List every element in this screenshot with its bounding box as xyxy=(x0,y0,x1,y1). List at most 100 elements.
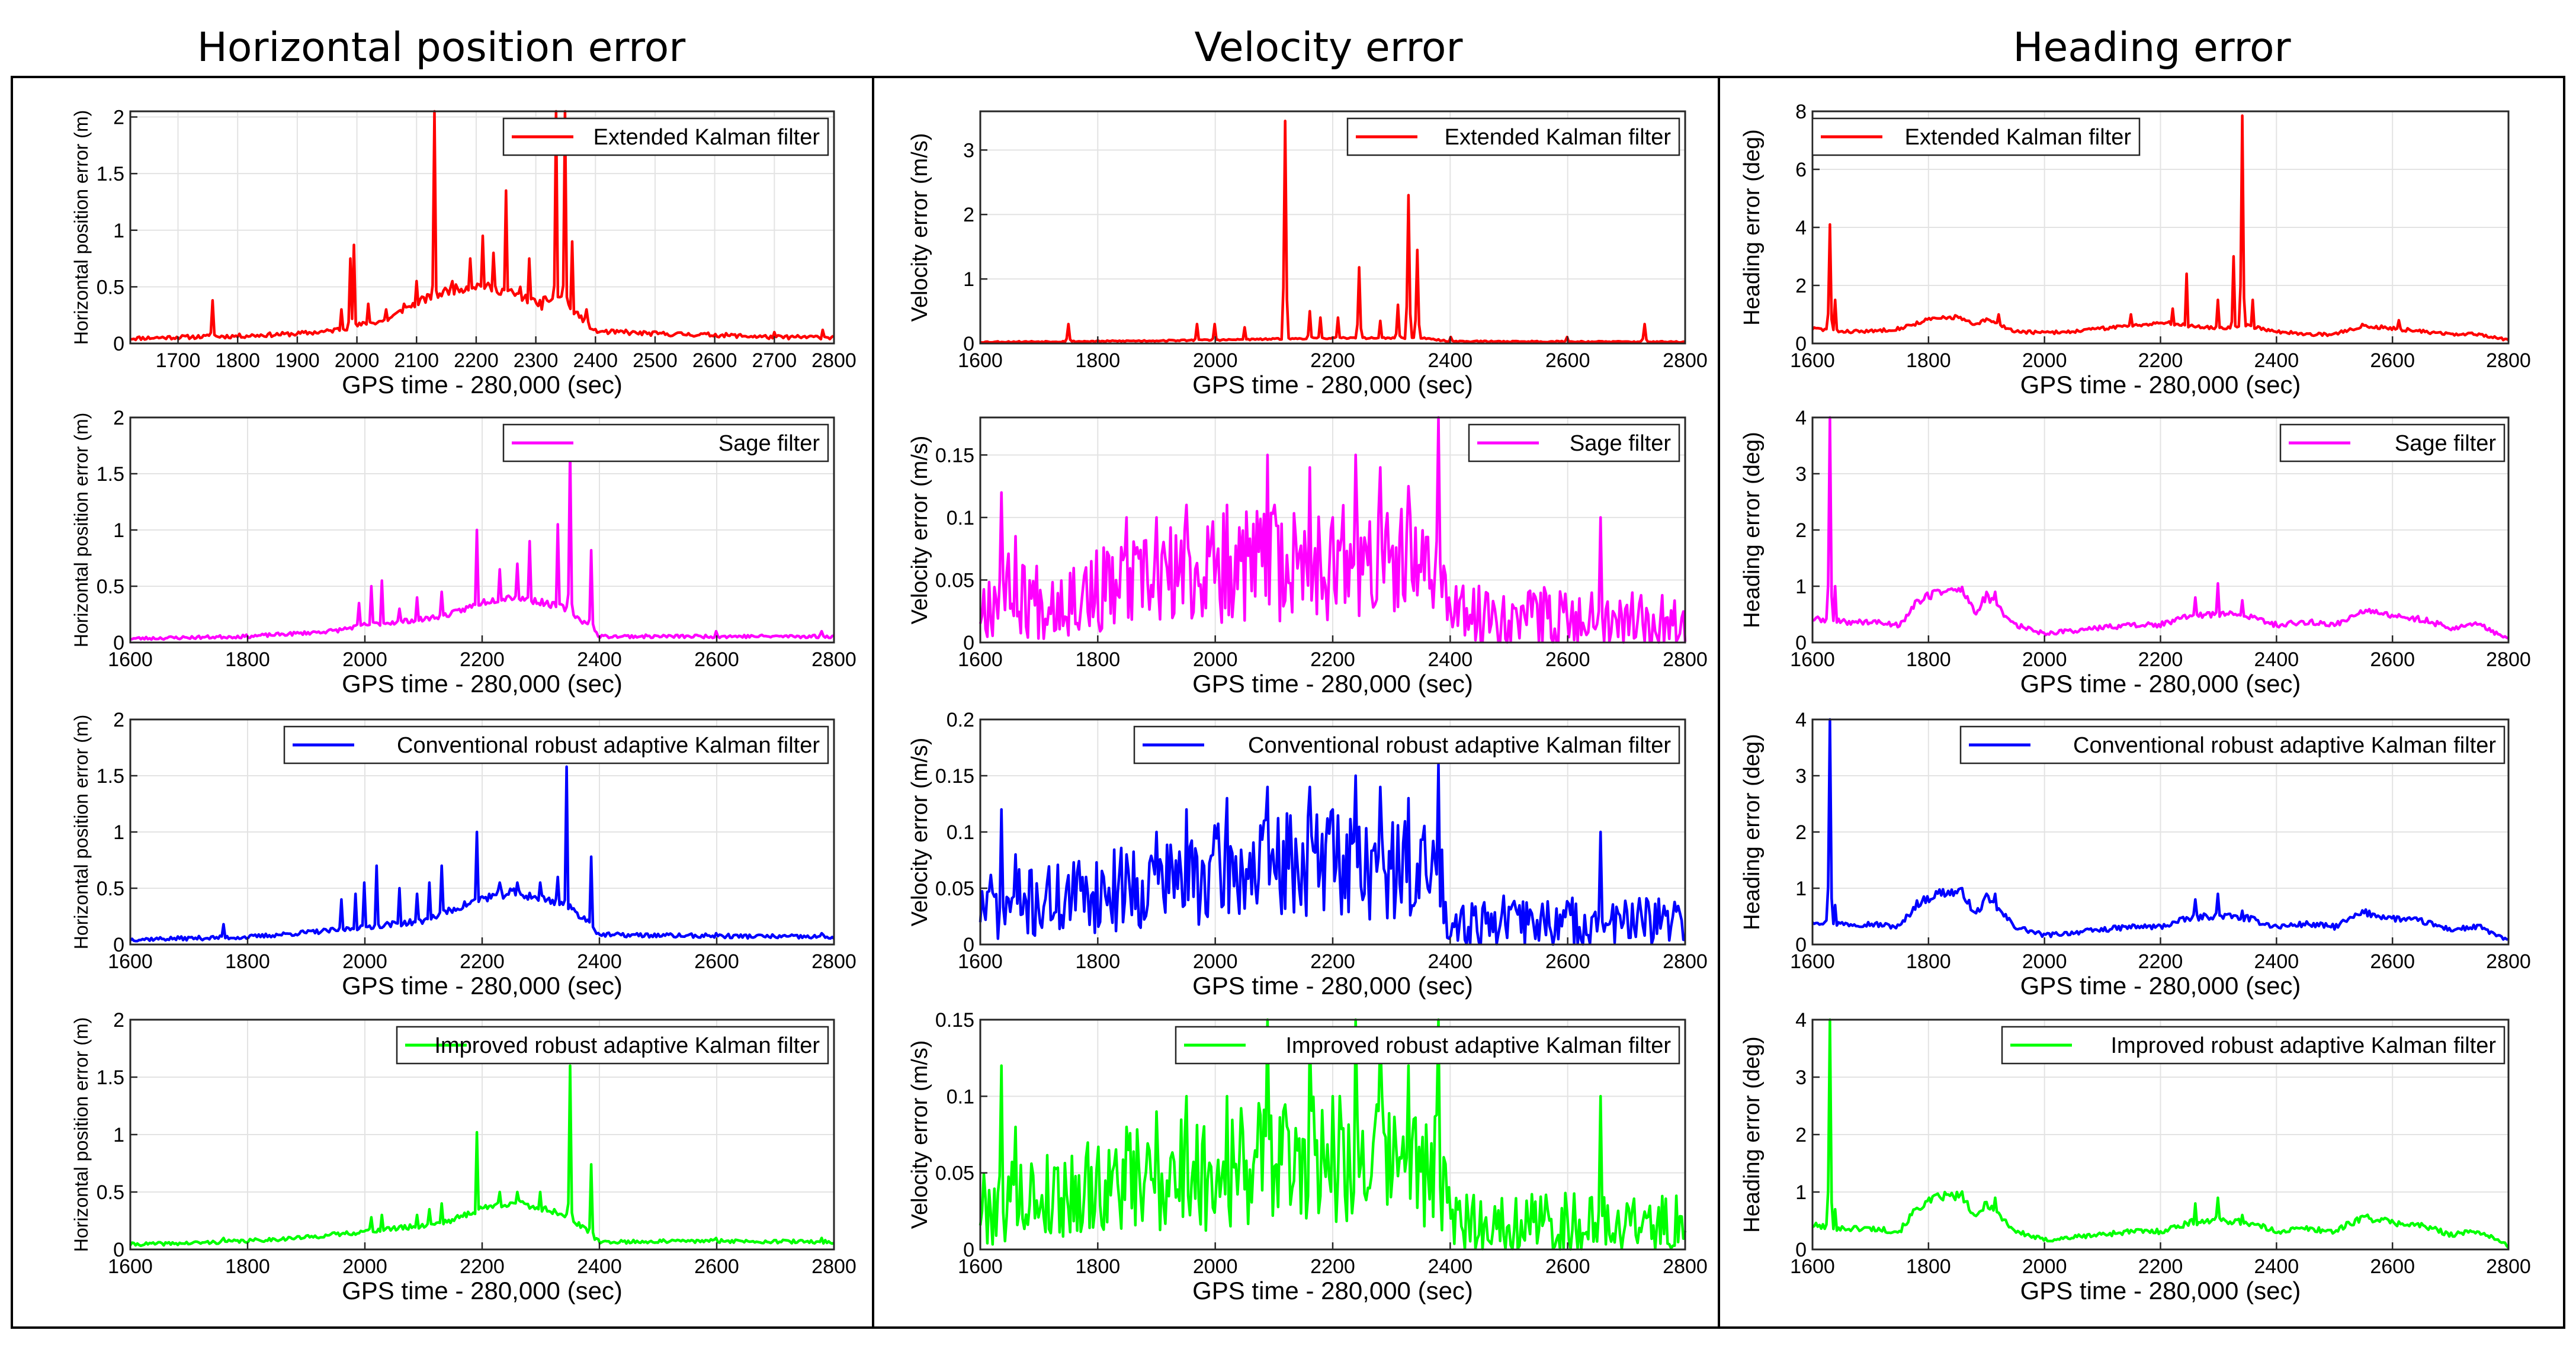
chart-4-legend-label: Extended Kalman filter xyxy=(1445,125,1672,150)
chart-0-xtick-label-4: 2100 xyxy=(394,349,439,372)
chart-2-xtick-label-2: 2000 xyxy=(342,950,387,973)
chart-10-xtick-label-3: 2200 xyxy=(2138,950,2183,973)
chart-7-series-line xyxy=(979,1018,1687,1251)
chart-10-xlabel: GPS time - 280,000 (sec) xyxy=(2020,972,2301,1000)
chart-0-series-line xyxy=(130,110,835,342)
chart-3-xtick-label-2: 2000 xyxy=(342,1255,387,1278)
chart-6-ytick-label-0: 0 xyxy=(963,934,974,956)
chart-4-xtick-label-0: 1600 xyxy=(958,349,1003,372)
chart-11-ytick-label-3: 3 xyxy=(1795,1066,1807,1089)
chart-3-xtick-label-5: 2600 xyxy=(694,1255,739,1278)
chart-3-xtick-label-1: 1800 xyxy=(225,1255,270,1278)
chart-5-ytick-label-2: 0.1 xyxy=(947,507,974,529)
chart-0-xtick-label-6: 2300 xyxy=(514,349,559,372)
chart-8-ytick-label-4: 8 xyxy=(1795,101,1807,123)
chart-10-ytick-label-2: 2 xyxy=(1795,821,1807,844)
chart-2-ytick-label-0: 0 xyxy=(113,934,124,956)
chart-6-ytick-label-2: 0.1 xyxy=(947,821,974,844)
chart-0-ylabel: Horizontal position error (m) xyxy=(70,110,92,345)
chart-6-xtick-label-1: 1800 xyxy=(1076,950,1121,973)
plots-group: 1700 1800 1900 2000 2100 2200 2300 2400 2500 2600… xyxy=(70,101,2531,1305)
chart-2: 1600 1800 2000 2200 2400 2600 2800 0 0.5 1 1.5 2 GPS… xyxy=(70,709,856,1000)
chart-10-xtick-label-6: 2800 xyxy=(2486,950,2531,973)
chart-2-legend-label: Conventional robust adaptive Kalman filt… xyxy=(397,733,820,758)
chart-8-ytick-label-2: 4 xyxy=(1795,217,1807,239)
chart-0-xtick-label-7: 2400 xyxy=(573,349,618,372)
chart-9-legend-label: Sage filter xyxy=(2395,431,2496,456)
chart-1-legend-label: Sage filter xyxy=(718,431,820,456)
chart-1-ytick-label-3: 1.5 xyxy=(97,463,124,486)
chart-10-xtick-label-1: 1800 xyxy=(1906,950,1951,973)
chart-10-xtick-label-4: 2400 xyxy=(2254,950,2299,973)
chart-3-xtick-label-0: 1600 xyxy=(108,1255,153,1278)
chart-9-ytick-label-2: 2 xyxy=(1795,519,1807,542)
chart-11-xlabel: GPS time - 280,000 (sec) xyxy=(2020,1277,2301,1305)
chart-3-legend-label: Improved robust adaptive Kalman filter xyxy=(434,1033,820,1058)
chart-11-legend-box xyxy=(2001,1026,2506,1065)
chart-4-xtick-label-1: 1800 xyxy=(1076,349,1121,372)
chart-7-xtick-label-6: 2800 xyxy=(1663,1255,1708,1278)
chart-1-ytick-label-4: 2 xyxy=(113,407,124,429)
chart-8-ytick-label-3: 6 xyxy=(1795,159,1807,181)
chart-2-legend-box xyxy=(283,725,829,764)
chart-9-series-line xyxy=(1812,416,2509,640)
chart-9-xtick-label-3: 2200 xyxy=(2138,648,2183,671)
chart-11-xtick-label-6: 2800 xyxy=(2486,1255,2531,1278)
chart-8-ylabel: Heading error (deg) xyxy=(1740,129,1765,326)
chart-0-xtick-label-3: 2000 xyxy=(335,349,380,372)
chart-6-xtick-label-4: 2400 xyxy=(1428,950,1473,973)
chart-5-ytick-label-0: 0 xyxy=(963,632,974,654)
chart-8-xtick-label-1: 1800 xyxy=(1906,349,1951,372)
chart-10-ytick-label-1: 1 xyxy=(1795,878,1807,900)
chart-9-ytick-label-0: 0 xyxy=(1795,632,1807,654)
chart-1-xtick-label-1: 1800 xyxy=(225,648,270,671)
chart-5-xtick-label-6: 2800 xyxy=(1663,648,1708,671)
chart-9-ytick-label-1: 1 xyxy=(1795,576,1807,598)
column-title-heading: Heading error xyxy=(2013,24,2291,71)
chart-10: 1600 1800 2000 2200 2400 2600 2800 0 1 2 3 4 GPS tim… xyxy=(1740,709,2531,1000)
chart-7-ytick-label-2: 0.1 xyxy=(947,1085,974,1108)
chart-0-ytick-label-2: 1 xyxy=(113,220,124,242)
chart-4-ylabel: Velocity error (m/s) xyxy=(907,133,932,322)
chart-3-xlabel: GPS time - 280,000 (sec) xyxy=(342,1277,623,1305)
chart-7: 1600 1800 2000 2200 2400 2600 2800 0 0.05 0.1 0.15… xyxy=(907,1009,1708,1305)
chart-4-xtick-label-3: 2200 xyxy=(1310,349,1355,372)
chart-8-legend-label: Extended Kalman filter xyxy=(1905,125,2132,150)
chart-10-xtick-label-0: 1600 xyxy=(1790,950,1835,973)
chart-11-ytick-label-4: 4 xyxy=(1795,1009,1807,1032)
chart-5-xtick-label-0: 1600 xyxy=(958,648,1003,671)
chart-2-ytick-label-4: 2 xyxy=(113,709,124,731)
chart-5-ylabel: Velocity error (m/s) xyxy=(907,436,932,625)
chart-8-xtick-label-3: 2200 xyxy=(2138,349,2183,372)
column-title-velocity: Velocity error xyxy=(1195,24,1463,71)
chart-11-ytick-label-0: 0 xyxy=(1795,1239,1807,1261)
chart-6-xtick-label-2: 2000 xyxy=(1193,950,1238,973)
chart-11-ytick-label-1: 1 xyxy=(1795,1181,1807,1204)
chart-1-ylabel: Horizontal position error (m) xyxy=(70,413,92,648)
chart-2-ytick-label-2: 1 xyxy=(113,821,124,844)
chart-2-ylabel: Horizontal position error (m) xyxy=(70,715,92,950)
chart-0-xtick-label-0: 1700 xyxy=(156,349,201,372)
chart-5-xtick-label-1: 1800 xyxy=(1076,648,1121,671)
chart-10-ytick-label-4: 4 xyxy=(1795,709,1807,731)
chart-3-legend-box xyxy=(396,1026,829,1065)
chart-9-xtick-label-5: 2600 xyxy=(2370,648,2415,671)
chart-3-ytick-label-0: 0 xyxy=(113,1239,124,1261)
chart-9: 1600 1800 2000 2200 2400 2600 2800 0 1 2 3 4 GPS tim… xyxy=(1740,407,2531,698)
chart-11-xtick-label-5: 2600 xyxy=(2370,1255,2415,1278)
chart-10-xtick-label-2: 2000 xyxy=(2022,950,2067,973)
chart-6-ytick-label-3: 0.15 xyxy=(935,765,974,788)
chart-3-ylabel: Horizontal position error (m) xyxy=(70,1017,92,1252)
chart-7-legend-box xyxy=(1175,1026,1680,1065)
chart-5-xtick-label-5: 2600 xyxy=(1545,648,1590,671)
chart-1: 1600 1800 2000 2200 2400 2600 2800 0 0.5 1 1.5 2 GPS… xyxy=(70,407,856,698)
chart-3-xtick-label-4: 2400 xyxy=(577,1255,622,1278)
chart-5-xlabel: GPS time - 280,000 (sec) xyxy=(1192,670,1473,698)
chart-0-xtick-label-5: 2200 xyxy=(454,349,499,372)
chart-5-series-line xyxy=(979,416,1687,644)
chart-7-ytick-label-1: 0.05 xyxy=(935,1162,974,1185)
chart-11-ytick-label-2: 2 xyxy=(1795,1124,1807,1146)
chart-3-ytick-label-1: 0.5 xyxy=(97,1181,124,1204)
chart-2-xtick-label-1: 1800 xyxy=(225,950,270,973)
